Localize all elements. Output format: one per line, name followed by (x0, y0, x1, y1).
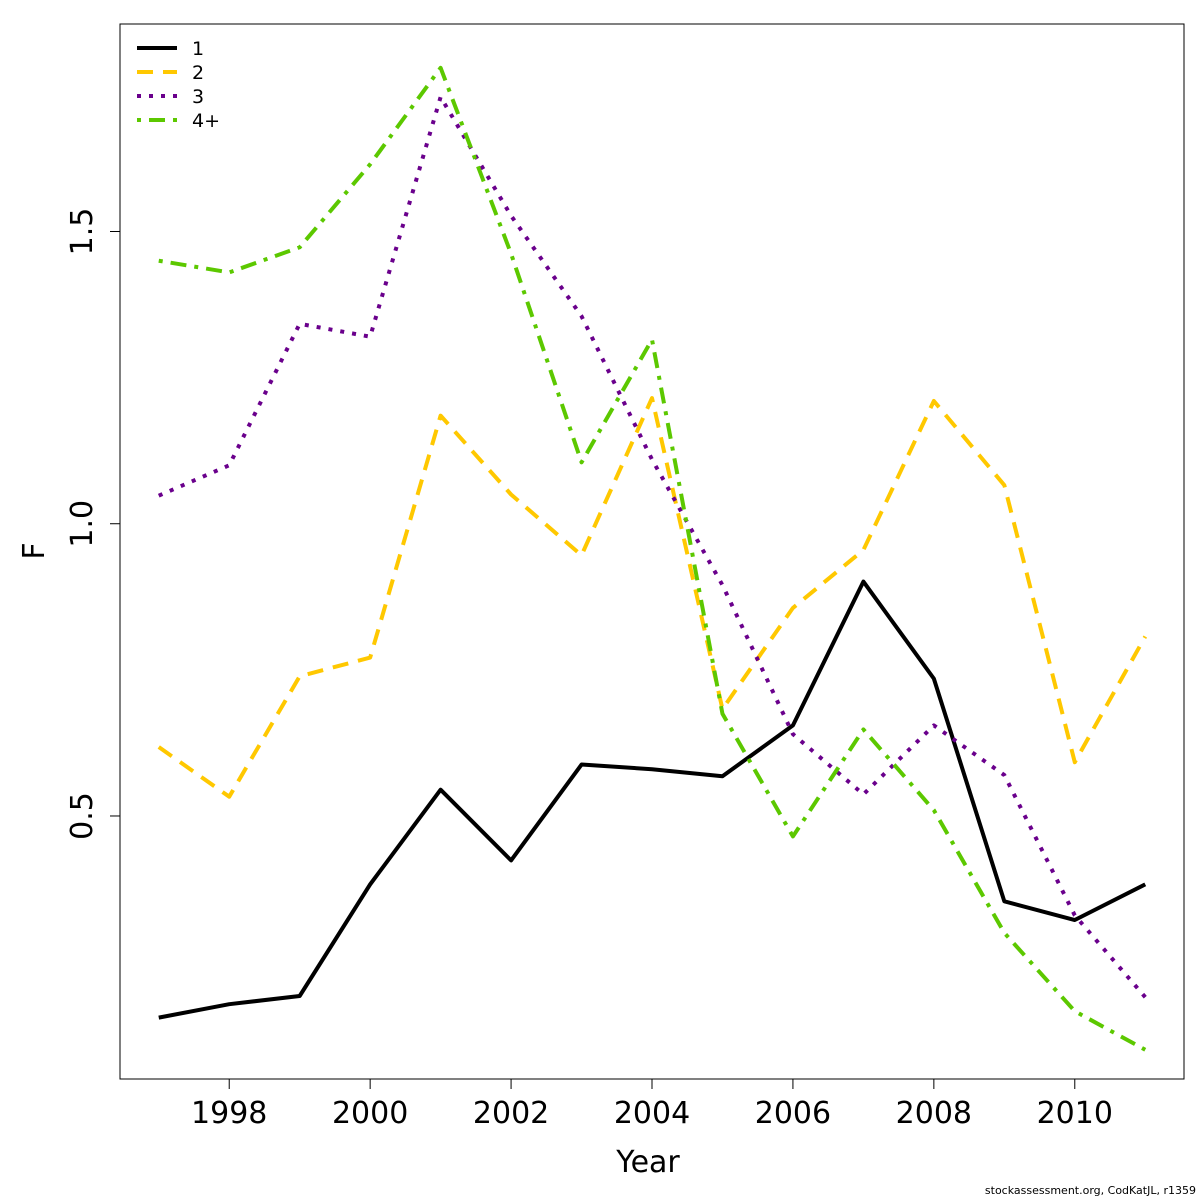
x-tick-label: 2008 (896, 1096, 972, 1131)
x-axis: 1998 2000 2002 2004 2006 2008 2010 (191, 1078, 1113, 1131)
series-line-1 (158, 579, 1147, 1020)
x-tick-label: 2004 (614, 1096, 690, 1131)
y-tick-label: 1.0 (65, 500, 100, 548)
series-line-4 (158, 65, 1147, 1052)
legend-label-1: 1 (192, 38, 204, 60)
y-tick-label: 1.5 (65, 208, 100, 256)
x-axis-label: Year (615, 1145, 680, 1180)
series-layer (157, 65, 1147, 1052)
source-credit: stockassessment.org, CodKatJL, r1359 (984, 1184, 1196, 1197)
x-tick-label: 2010 (1037, 1096, 1113, 1131)
y-axis-label: F (17, 542, 52, 559)
x-tick-label: 2006 (755, 1096, 831, 1131)
legend-label-4: 4+ (192, 110, 220, 132)
series-line-2 (157, 396, 1147, 799)
x-tick-label: 2000 (332, 1096, 408, 1131)
y-axis: 0.5 1.0 1.5 (65, 208, 121, 840)
legend-label-3: 3 (192, 86, 204, 108)
x-tick-label: 2002 (473, 1096, 549, 1131)
x-tick-label: 1998 (191, 1096, 267, 1131)
legend-label-2: 2 (192, 62, 204, 84)
y-tick-label: 0.5 (65, 792, 100, 840)
